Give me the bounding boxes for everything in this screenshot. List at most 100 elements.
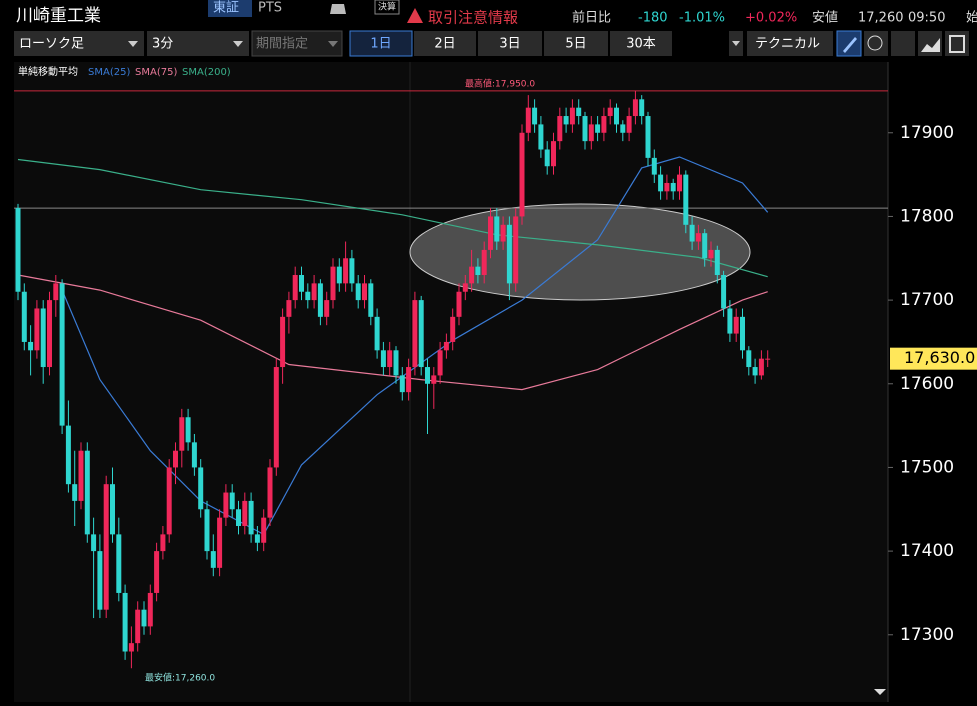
candle-body [500,224,506,242]
candle-body [210,551,216,568]
candle-body [488,216,493,250]
low-value: 17,260 [858,11,904,26]
candle-body [658,174,664,192]
draw-icon[interactable] [836,30,862,57]
candle-body [620,124,626,133]
range-button[interactable] [544,31,608,56]
sma-line [17,158,768,278]
candle-body [160,534,166,552]
candle-body [456,291,462,317]
range-button[interactable] [414,31,476,56]
range-button[interactable] [610,31,672,56]
candle-body [103,484,109,610]
candle-body [412,300,418,368]
candle-body [261,517,267,543]
candle-body [708,249,714,259]
candle-body [765,358,771,360]
bell-icon[interactable] [330,4,346,14]
candle-body [582,116,588,142]
change: -180 [638,11,668,26]
candle-body [664,182,670,192]
candle-body [714,249,720,276]
range-button[interactable] [349,30,413,57]
y-tick-label: 17700 [900,290,954,310]
candle-body [607,107,613,117]
candle-body [519,132,525,217]
candle-body [147,592,153,627]
sma-line [17,274,768,391]
candle-body [670,182,676,192]
high-label: 最高値:17,950.0 [465,77,535,89]
y-tick-label: 17500 [900,457,954,477]
candle-body [204,509,210,552]
candle-body [538,124,544,150]
candle-body [746,350,752,368]
technical[interactable]: テクニカル [755,37,820,52]
select-box[interactable] [147,31,249,56]
candle-body [59,283,65,426]
candle-body [135,609,141,644]
last-price-label: 17,630.0 [904,348,975,367]
legend-title: 単純移動平均 [18,65,78,78]
candle-body [53,283,59,301]
candle-body [614,107,619,125]
save-glyph [949,35,965,53]
candle-body [494,216,500,242]
candle-body [217,517,223,568]
low-label: 最安値:17,260.0 [145,672,215,684]
candle-body [299,275,304,292]
candle-body [557,116,563,142]
candle-body [116,534,122,593]
dropdown-arrow [128,41,138,47]
change-label: 前日比 [572,10,611,26]
candle-body [626,116,632,133]
candle-body [355,283,361,301]
earnings-box[interactable] [374,0,400,15]
button-bg[interactable] [747,31,833,56]
candle-body [223,492,229,518]
pen-icon [843,37,857,53]
scroll-arrow[interactable] [874,689,886,695]
select-box[interactable] [14,31,144,56]
candle-body [324,300,330,317]
time: 09:50 [908,11,945,26]
candle-body [551,141,556,167]
candle-body [173,450,178,468]
candle-body [141,609,147,627]
candle-body [154,551,160,593]
chart-kind[interactable]: ローソク足 [19,37,84,52]
export-icon[interactable] [891,31,915,56]
range-label[interactable]: 30本 [626,37,656,52]
candle-body [576,107,582,117]
candle-body [343,258,349,284]
earnings[interactable]: 決算 [378,1,396,13]
candle-body [645,116,651,158]
candle-body [78,450,84,501]
range-label[interactable]: 5日 [565,37,586,52]
tab-bg[interactable] [208,0,252,17]
candle-body [91,534,97,552]
candle-body [481,249,487,276]
range-button[interactable] [478,31,542,56]
candle-body [632,99,638,117]
range-buttons: 1日 2日 3日 5日 30本 [349,30,672,57]
plot: 17300 17400 17500 17600 17700 17800 17900 最高値:1… [14,67,977,684]
y-tick-label: 17800 [900,206,954,226]
range-label[interactable]: 1日 [370,37,391,52]
select-box[interactable] [251,30,343,57]
candle-body [406,367,412,393]
market-tab[interactable]: 東証 [213,0,239,16]
interval[interactable]: 3分 [152,37,173,52]
other-pct: +0.02% [745,11,797,26]
y-tick-label: 17400 [900,541,954,561]
candle-body [563,116,569,125]
candle-body [450,316,456,342]
range-label[interactable]: 2日 [434,37,455,52]
alert[interactable]: 取引注意情報 [428,9,518,27]
candle-body [639,99,645,117]
range-label[interactable]: 3日 [499,37,520,52]
market-tab[interactable]: PTS [258,1,282,16]
candle-body [544,149,550,167]
period[interactable]: 期間指定 [256,37,308,52]
